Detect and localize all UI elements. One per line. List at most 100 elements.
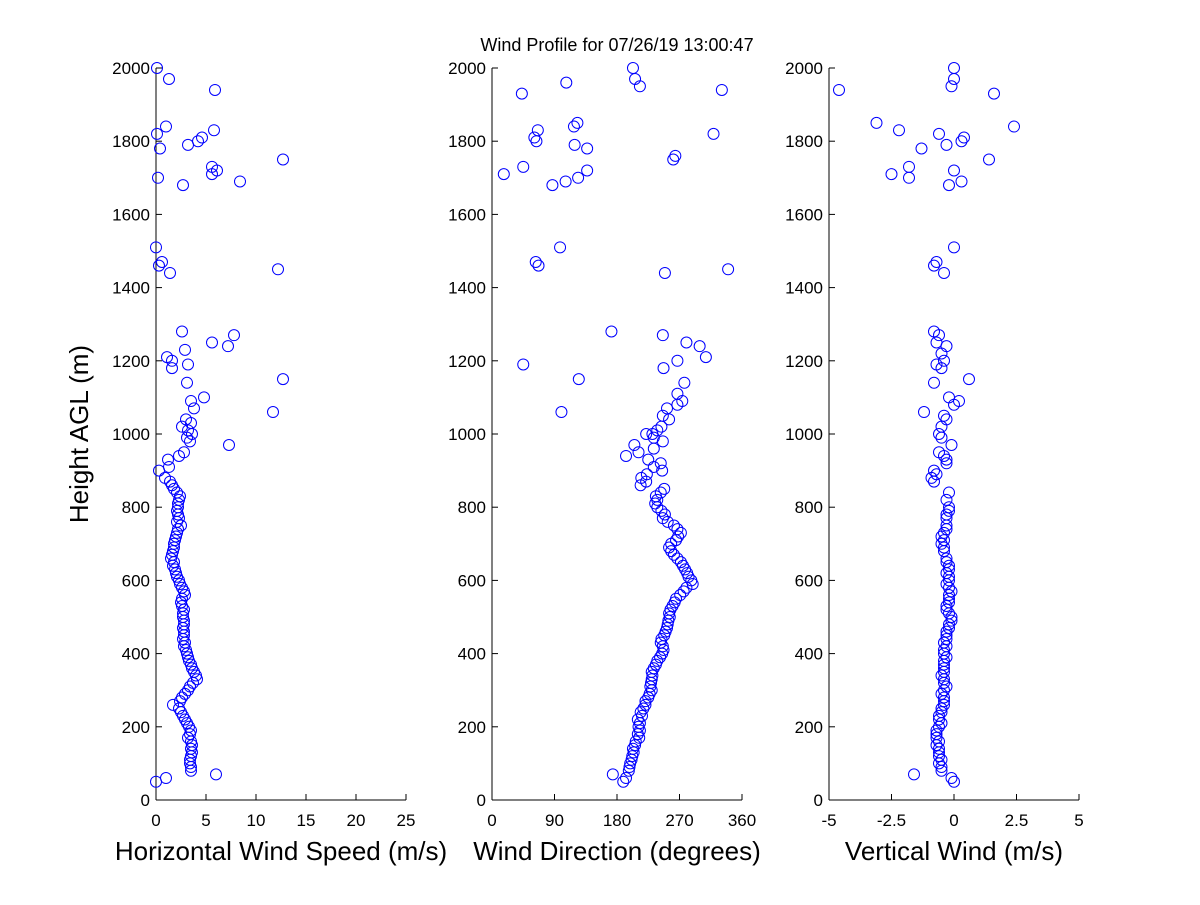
data-point [567, 120, 580, 133]
data-point [581, 164, 594, 177]
data-point [658, 266, 671, 279]
data-point [933, 720, 945, 733]
data-point [191, 673, 203, 686]
data-point [185, 761, 197, 774]
data-point [150, 241, 162, 254]
data-point [943, 574, 955, 587]
x-axis-label: Horizontal Wind Speed (m/s) [115, 836, 447, 866]
data-point [940, 413, 953, 426]
data-point [656, 464, 669, 477]
data-point [223, 438, 235, 451]
data-point [693, 340, 706, 353]
data-point [160, 120, 172, 133]
x-tick-label: 10 [247, 811, 266, 830]
data-point [948, 72, 960, 85]
data-point [196, 131, 208, 144]
data-point [166, 548, 178, 561]
data-point [172, 523, 184, 536]
data-point [948, 62, 960, 74]
data-point [908, 768, 920, 781]
data-point [222, 340, 234, 353]
data-point [166, 354, 178, 367]
data-point [171, 504, 183, 517]
data-point [935, 537, 948, 550]
y-tick-label: 600 [795, 571, 823, 590]
data-point [179, 687, 191, 700]
data-point [164, 266, 176, 279]
data-point [208, 124, 220, 137]
data-point [930, 724, 943, 737]
data-point [707, 127, 720, 140]
data-point [938, 541, 950, 554]
data-point [647, 442, 660, 455]
data-point [935, 362, 948, 375]
data-point [185, 658, 197, 671]
data-point [930, 731, 943, 744]
x-tick-label: 0 [151, 811, 160, 830]
data-point [555, 406, 568, 419]
data-point [572, 171, 585, 184]
x-axis-label: Wind Direction (degrees) [473, 836, 761, 866]
y-tick-label: 1000 [785, 425, 823, 444]
data-point [918, 406, 930, 419]
data-point [938, 658, 950, 671]
data-point [206, 336, 218, 349]
data-point [945, 80, 958, 93]
data-point [661, 515, 674, 528]
data-point [180, 643, 192, 656]
x-axis-label: Vertical Wind (m/s) [845, 836, 1063, 866]
y-tick-label: 600 [122, 571, 150, 590]
data-point [209, 83, 221, 96]
data-point [935, 420, 948, 433]
data-point [928, 259, 940, 272]
data-point [632, 446, 645, 459]
data-point [658, 629, 671, 642]
data-point [667, 519, 680, 532]
data-point [656, 512, 669, 525]
data-point [945, 438, 958, 451]
x-tick-label: -2.5 [877, 811, 906, 830]
data-point [559, 175, 572, 188]
data-point [903, 171, 915, 184]
data-point [940, 340, 953, 353]
data-point [943, 589, 955, 602]
data-point [940, 578, 953, 591]
data-point [943, 391, 955, 404]
data-point [554, 241, 567, 254]
data-point [938, 691, 950, 704]
data-point [206, 168, 218, 181]
data-point [568, 138, 581, 151]
data-point [940, 567, 953, 580]
data-point [531, 124, 544, 137]
x-tick-label: 20 [347, 811, 366, 830]
data-point [163, 72, 175, 85]
data-point [935, 702, 948, 715]
data-point [634, 479, 647, 492]
x-tick-label: 5 [201, 811, 210, 830]
y-tick-label: 1400 [785, 279, 823, 298]
y-tick-label: 400 [795, 645, 823, 664]
data-point [948, 398, 960, 411]
data-point [988, 87, 1000, 100]
y-tick-label: 1800 [785, 132, 823, 151]
y-tick-label: 400 [122, 645, 150, 664]
data-point [620, 772, 633, 785]
data-point [940, 138, 953, 151]
data-point [943, 504, 955, 517]
y-tick-label: 0 [141, 791, 150, 810]
data-point [943, 179, 955, 192]
data-point [935, 761, 948, 774]
data-point [903, 160, 915, 173]
y-tick-label: 200 [122, 718, 150, 737]
data-point [933, 750, 945, 763]
data-point [930, 336, 943, 349]
y-tick-label: 1000 [112, 425, 150, 444]
data-point [935, 530, 948, 543]
data-point [928, 475, 940, 488]
data-point [623, 761, 636, 774]
data-point [663, 413, 676, 426]
data-point [722, 263, 735, 276]
data-point [529, 255, 542, 268]
figure-title: Wind Profile for 07/26/19 13:00:47 [480, 35, 753, 55]
